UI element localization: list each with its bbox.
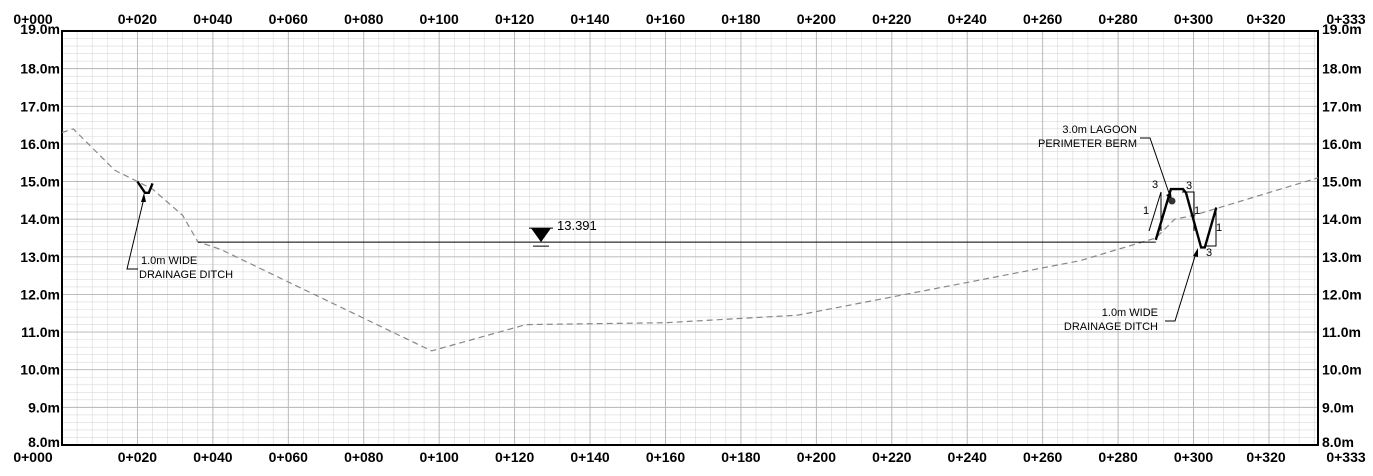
berm-label-line: PERIMETER BERM [1038,138,1137,150]
x-tick-label-bottom: 0+333 [1326,449,1366,465]
y-tick-label-right: 8.0m [1322,434,1354,450]
x-tick-label-top: 0+040 [193,11,233,27]
y-tick-label-right: 9.0m [1322,399,1354,415]
y-tick-label-right: 16.0m [1322,136,1362,152]
slope-ratio-label: 1 [1143,205,1149,217]
berm-marker-dot [1168,197,1176,205]
slope-ratio-label: 1 [1194,205,1200,217]
x-tick-label-bottom: 0+040 [193,449,233,465]
x-tick-label-top: 0+320 [1246,11,1286,27]
ditch-left-label-line: DRAINAGE DITCH [139,269,233,281]
x-tick-label-top: 0+020 [118,11,158,27]
x-axis-top-labels: 0+000 0+020 0+040 0+060 0+080 0+100 0+120 0+140… [13,11,1366,27]
x-tick-label-bottom: 0+200 [797,449,837,465]
plot-frame [61,30,1319,446]
y-tick-label-right: 11.0m [1322,324,1361,340]
x-tick-label-bottom: 0+120 [495,449,535,465]
slope-triangle-berm [1182,191,1195,231]
x-tick-label-top: 0+080 [344,11,384,27]
x-tick-label-top: 0+140 [570,11,610,27]
x-tick-label-top: 0+300 [1174,11,1214,27]
y-tick-label-left: 16.0m [20,136,60,152]
x-tick-label-bottom: 0+320 [1246,449,1286,465]
y-tick-label-right: 12.0m [1322,286,1362,302]
y-tick-label-right: 19.0m [1322,21,1362,37]
x-tick-label-top: 0+180 [721,11,761,27]
x-tick-label-top: 0+120 [495,11,535,27]
slope-ratio-label: 3 [1186,180,1192,192]
x-tick-label-bottom: 0+260 [1023,449,1063,465]
existing-ground-line [61,128,1319,352]
ditch-right-arrowhead [1193,248,1198,257]
ditch-left-leader [126,197,145,270]
y-tick-label-right: 17.0m [1322,98,1362,114]
y-tick-label-left: 10.0m [20,362,60,378]
y-tick-label-left: 19.0m [20,21,60,37]
y-tick-label-left: 11.0m [21,324,60,340]
x-tick-label-bottom: 0+180 [721,449,761,465]
annotations: 1.0m WIDE DRAINAGE DITCH 3.0m LAGOON PERIME… [126,124,1198,333]
x-tick-label-bottom: 0+240 [948,449,988,465]
x-tick-label-bottom: 0+080 [344,449,384,465]
y-tick-label-right: 18.0m [1322,61,1362,77]
x-tick-label-bottom: 0+060 [269,449,309,465]
y-tick-label-left: 12.0m [20,286,60,302]
y-tick-label-left: 14.0m [20,211,60,227]
y-tick-label-left: 15.0m [20,174,60,190]
water-level-label: 13.391 [557,218,597,233]
y-tick-label-left: 13.0m [20,249,60,265]
slope-triangle-left [1148,191,1162,232]
water-level-triangle [531,228,552,243]
profile-series [61,128,1319,352]
slope-ratio-label: 3 [1206,247,1212,259]
berm-label-line: 3.0m LAGOON [1062,124,1137,136]
x-tick-label-top: 0+200 [797,11,837,27]
y-axis-right-labels: 8.0m 9.0m 10.0m 11.0m 12.0m 13.0m 14.0m 15.0m 16… [1322,21,1362,450]
y-tick-label-left: 18.0m [20,61,60,77]
x-tick-label-top: 0+100 [420,11,460,27]
ditch-left-arrowhead [141,193,146,202]
berm-leader [1140,137,1171,197]
slope-triangle-right [1205,207,1217,247]
x-tick-label-top: 0+000 [13,11,53,27]
ditch-left-label-line: 1.0m WIDE [141,255,197,267]
water-level: 13.391 [197,218,1156,247]
x-tick-label-bottom: 0+020 [118,449,158,465]
x-tick-label-bottom: 0+140 [570,449,610,465]
x-tick-label-top: 0+240 [948,11,988,27]
x-tick-label-top: 0+333 [1326,11,1366,27]
x-tick-label-top: 0+220 [872,11,912,27]
x-axis-bottom-labels: 0+000 0+020 0+040 0+060 0+080 0+100 0+120 0+140… [13,449,1366,465]
x-tick-label-bottom: 0+000 [13,449,53,465]
y-tick-label-right: 10.0m [1322,362,1362,378]
y-tick-label-left: 17.0m [20,98,60,114]
x-tick-label-top: 0+060 [269,11,309,27]
x-tick-label-bottom: 0+300 [1174,449,1214,465]
x-tick-label-top: 0+260 [1023,11,1063,27]
proposed-section-line [136,180,154,195]
x-tick-label-top: 0+160 [646,11,686,27]
ditch-right-leader [1165,252,1197,322]
x-tick-label-bottom: 0+100 [420,449,460,465]
major-grid [61,30,1319,446]
x-tick-label-bottom: 0+160 [646,449,686,465]
x-tick-label-bottom: 0+220 [872,449,912,465]
ditch-right-label-line: DRAINAGE DITCH [1064,321,1158,333]
ditch-right-label-line: 1.0m WIDE [1102,307,1158,319]
y-tick-label-right: 14.0m [1322,211,1362,227]
y-tick-label-left: 8.0m [28,434,60,450]
y-axis-left-labels: 8.0m 9.0m 10.0m 11.0m 12.0m 13.0m 14.0m 15.0m 16… [20,21,60,450]
y-tick-label-right: 13.0m [1322,249,1362,265]
x-tick-label-bottom: 0+280 [1098,449,1138,465]
slope-ratio-label: 1 [1216,222,1222,234]
y-tick-label-left: 9.0m [28,399,60,415]
y-tick-label-right: 15.0m [1322,174,1362,190]
minor-grid [61,30,1318,446]
proposed-section-line [1154,187,1218,249]
slope-ratio-label: 3 [1152,179,1158,191]
x-tick-label-top: 0+280 [1098,11,1138,27]
slope-indicators: 3 1 3 1 1 3 [1143,179,1222,259]
